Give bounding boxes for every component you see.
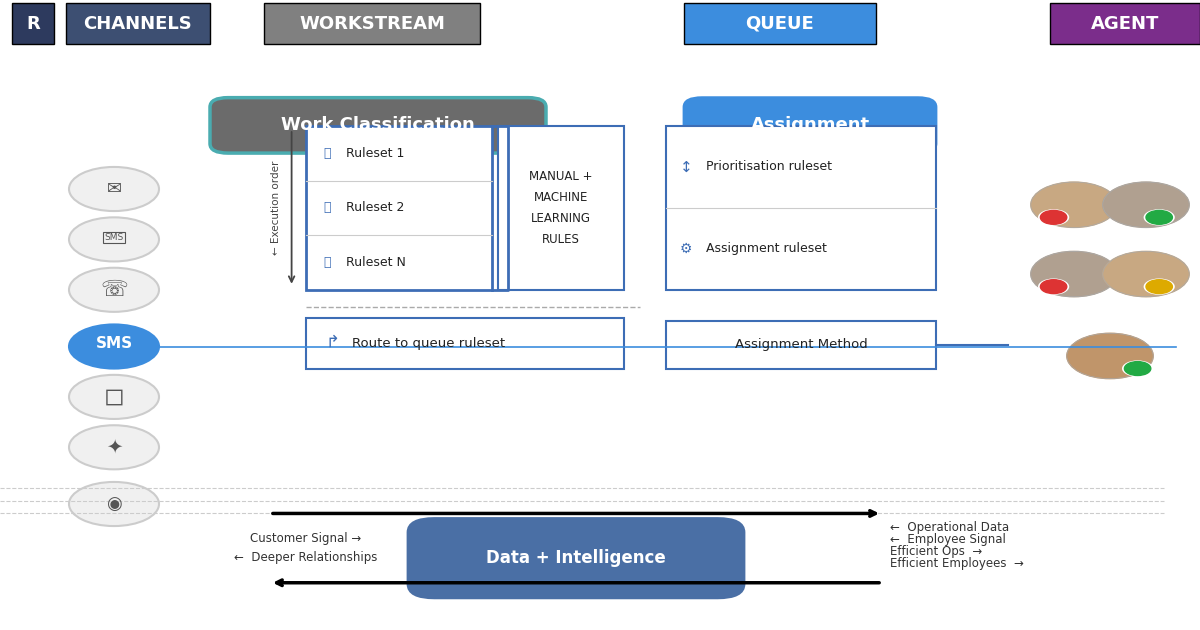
Text: Data + Intelligence: Data + Intelligence [486,549,666,566]
Text: MANUAL +
MACHINE
LEARNING
RULES: MANUAL + MACHINE LEARNING RULES [529,170,593,246]
Text: ✉: ✉ [107,180,121,198]
Circle shape [1146,210,1172,224]
Text: Prioritisation ruleset: Prioritisation ruleset [706,161,832,173]
Circle shape [1144,209,1175,226]
Text: Assignment: Assignment [750,117,870,134]
Circle shape [1122,360,1153,377]
Ellipse shape [70,482,158,526]
Text: ☏: ☏ [100,280,128,300]
Circle shape [1038,209,1069,226]
FancyBboxPatch shape [1050,3,1200,44]
Text: Customer Signal →: Customer Signal → [251,532,361,545]
Ellipse shape [70,324,158,369]
Text: QUEUE: QUEUE [745,14,815,33]
FancyBboxPatch shape [498,126,624,290]
Text: WORKSTREAM: WORKSTREAM [299,14,445,33]
FancyBboxPatch shape [666,321,936,369]
FancyBboxPatch shape [12,3,54,44]
FancyBboxPatch shape [306,126,492,290]
Circle shape [1103,182,1189,227]
Text: SMS: SMS [104,233,124,242]
Circle shape [1031,182,1117,227]
Text: ◉: ◉ [106,495,122,513]
Ellipse shape [70,217,158,261]
Text: ↱: ↱ [325,333,340,351]
Ellipse shape [70,425,158,469]
Text: ←  Deeper Relationships: ← Deeper Relationships [234,551,378,564]
Text: ⫝: ⫝ [324,147,331,160]
Text: ←  Operational Data: ← Operational Data [890,522,1009,534]
Circle shape [1040,210,1067,224]
Text: Efficient Ops  →: Efficient Ops → [890,546,983,558]
Ellipse shape [70,375,158,419]
Text: CHANNELS: CHANNELS [84,14,192,33]
FancyBboxPatch shape [684,3,876,44]
Text: Assignment Method: Assignment Method [734,338,868,352]
FancyBboxPatch shape [306,318,624,369]
Text: R: R [26,14,40,33]
Text: Ruleset 2: Ruleset 2 [346,202,404,214]
Text: Work Classification: Work Classification [281,117,475,134]
FancyBboxPatch shape [210,98,546,153]
Text: Ruleset 1: Ruleset 1 [346,147,404,160]
Circle shape [1124,362,1151,375]
Text: ←  Employee Signal: ← Employee Signal [890,534,1007,546]
FancyBboxPatch shape [684,98,936,153]
FancyBboxPatch shape [666,126,936,290]
Circle shape [1038,278,1069,295]
Circle shape [1103,251,1189,297]
Ellipse shape [70,268,158,312]
Text: SMS: SMS [96,336,132,352]
Text: ⫝: ⫝ [324,202,331,214]
Text: ✦: ✦ [106,438,122,457]
Circle shape [1040,280,1067,294]
Ellipse shape [70,167,158,211]
Text: ⫝: ⫝ [324,256,331,269]
Text: ↕: ↕ [680,159,692,175]
Text: ◻: ◻ [103,385,125,409]
Circle shape [1067,333,1153,379]
Text: AGENT: AGENT [1091,14,1159,33]
FancyBboxPatch shape [408,518,744,598]
Text: Route to queue ruleset: Route to queue ruleset [352,337,505,350]
FancyBboxPatch shape [264,3,480,44]
Text: Assignment ruleset: Assignment ruleset [706,243,827,255]
Circle shape [1146,280,1172,294]
FancyBboxPatch shape [66,3,210,44]
Text: ⚙: ⚙ [680,242,692,256]
Circle shape [1031,251,1117,297]
Text: Ruleset N: Ruleset N [346,256,406,269]
Text: ← Execution order: ← Execution order [271,161,281,255]
Circle shape [1144,278,1175,295]
Text: Efficient Employees  →: Efficient Employees → [890,558,1025,570]
